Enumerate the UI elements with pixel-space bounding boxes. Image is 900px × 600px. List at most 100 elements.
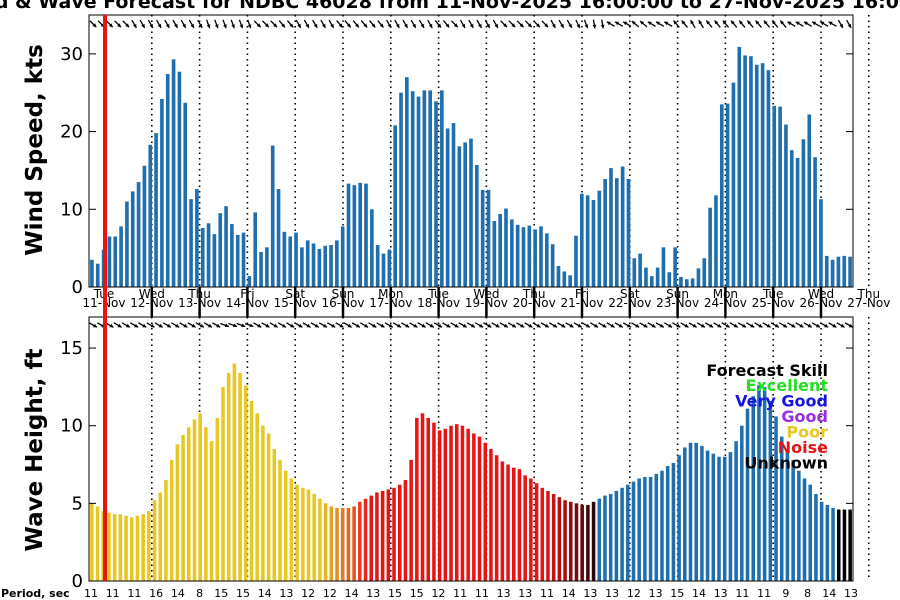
wind-bar (346, 183, 351, 287)
wave-bar (797, 470, 801, 581)
wave-bar (209, 441, 214, 581)
wind-panel: Wind Speed, kts 0 10 20 30 (22, 14, 870, 298)
wind-bar (364, 183, 368, 287)
wave-arrow (171, 322, 180, 328)
wind-arrow (655, 21, 665, 27)
wind-arrow (771, 20, 779, 28)
legend-item: Noise (778, 438, 828, 457)
wind-arrow (558, 19, 565, 29)
wind-bar (475, 164, 479, 287)
wave-arrow (343, 322, 353, 328)
wind-bar (445, 128, 450, 287)
wind-arrow (114, 20, 122, 28)
wind-arrow (746, 20, 754, 28)
wind-arrow (811, 21, 821, 27)
wave-bar (808, 484, 812, 581)
wave-bar (694, 442, 698, 581)
wind-arrow (205, 19, 211, 29)
wind-arrow (139, 19, 146, 29)
chart-title: Wind & Wave Forecast for NDBC 46028 from… (0, 0, 900, 13)
period-value: 14 (258, 587, 272, 600)
wave-ylabel: Wave Height, ft (22, 349, 48, 552)
wind-bar (247, 276, 252, 287)
wind-bar (830, 259, 835, 287)
wave-panel: Wave Height, ft 0 5 10 15 (22, 316, 870, 592)
wind-bar (568, 275, 572, 287)
period-value: 13 (583, 587, 597, 600)
wave-bar (717, 456, 721, 581)
wave-bar (255, 413, 259, 581)
wind-bar (405, 77, 409, 287)
wind-bar (434, 101, 438, 287)
wind-arrow (846, 19, 852, 29)
wave-bar (762, 386, 767, 581)
wave-bar (238, 372, 242, 581)
period-value: 14 (345, 587, 359, 600)
wind-bar (206, 223, 211, 287)
wave-bar (785, 450, 790, 581)
wind-arrow (278, 20, 286, 28)
wind-arrow (156, 19, 162, 29)
wind-bar (772, 105, 777, 288)
wind-bar (177, 71, 182, 287)
period-value: 15 (410, 587, 424, 600)
wind-arrow (386, 19, 392, 29)
wave-arrow (729, 322, 739, 328)
wave-arrow (820, 322, 829, 328)
wave-bar (563, 500, 567, 581)
wind-bar (305, 240, 310, 287)
wave-arrow (606, 322, 615, 328)
wave-bar (494, 455, 499, 581)
wave-bar (323, 503, 328, 581)
wind-ytick-label: 20 (60, 122, 83, 143)
wave-arrow (425, 322, 435, 328)
wave-bar (244, 385, 248, 581)
wind-bar (824, 255, 829, 287)
wind-arrow (394, 19, 400, 29)
wind-arrow (622, 21, 632, 27)
wind-arrow (714, 20, 721, 28)
wave-arrow (655, 322, 665, 328)
wind-arrow (600, 19, 605, 29)
wave-arrow (203, 322, 213, 328)
period-value: 13 (605, 587, 619, 600)
wave-bar (825, 504, 830, 581)
period-value: 8 (804, 587, 811, 600)
period-value: 14 (822, 587, 836, 600)
wave-bar (312, 494, 316, 581)
wind-arrow (230, 19, 235, 29)
wind-arrow (690, 19, 696, 29)
wind-bar (778, 106, 782, 287)
wind-arrow (197, 19, 203, 29)
wave-bar (626, 484, 630, 581)
wave-arrow (548, 322, 558, 328)
wave-bar (426, 417, 430, 581)
wave-bar (557, 497, 562, 581)
wave-arrow (335, 322, 344, 328)
wave-bar (654, 473, 659, 581)
wave-arrow (302, 322, 311, 328)
wave-bar (352, 506, 356, 581)
wave-ytick-label: 15 (60, 338, 83, 359)
wave-arrow (286, 322, 295, 328)
wave-arrow (433, 322, 443, 328)
period-value: 12 (323, 587, 337, 600)
wave-arrow (499, 322, 509, 328)
wave-ytick-label: 0 (72, 571, 83, 592)
wave-bar (614, 490, 619, 581)
wind-bar (189, 199, 193, 287)
wave-bar (483, 442, 488, 581)
wind-arrow (575, 19, 581, 29)
wave-arrow (351, 322, 361, 328)
wind-arrow (360, 20, 368, 28)
period-value: 14 (692, 587, 706, 600)
wave-arrow (228, 322, 238, 328)
wave-bar (506, 464, 510, 581)
wind-arrow (837, 19, 844, 29)
wind-direction-arrows (89, 19, 852, 29)
wind-arrow (443, 20, 450, 28)
wave-bar (660, 470, 664, 581)
wind-arrow (147, 19, 154, 29)
wave-bar (392, 487, 396, 581)
